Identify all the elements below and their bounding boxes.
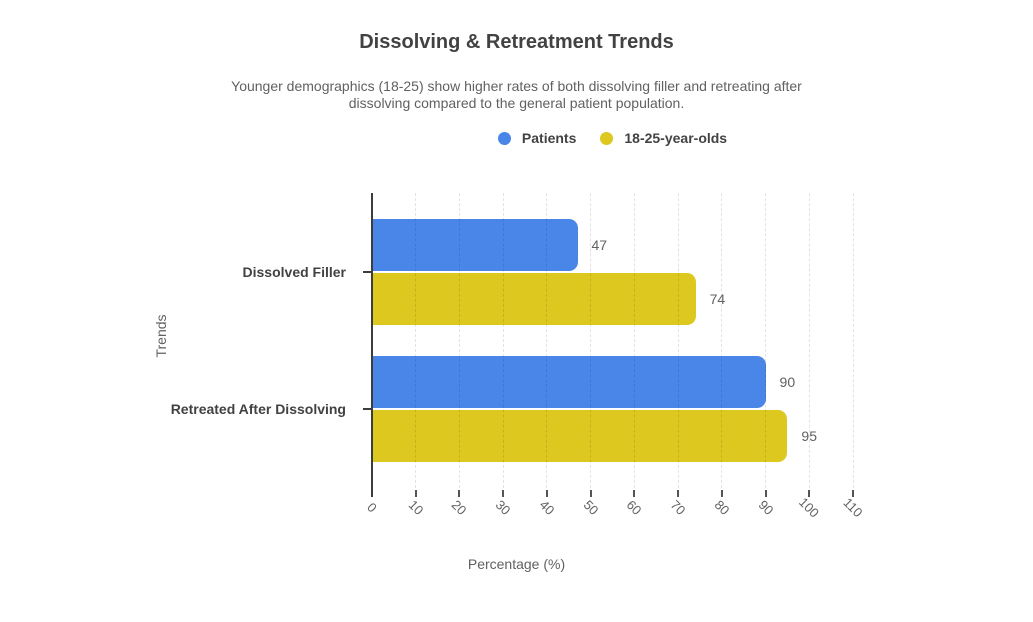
bar-18-25-year-olds-retreated-after-dissolving[interactable] bbox=[372, 409, 788, 462]
x-axis-tick-30 bbox=[502, 490, 505, 497]
chart-legend: Patients 18-25-year-olds bbox=[372, 130, 853, 146]
chart-subtitle-line-1: Younger demographics (18-25) show higher… bbox=[231, 78, 802, 94]
plot-area: 0 10 20 30 40 50 60 70 80 90 100 110 47 74 90 95 bbox=[363, 193, 866, 520]
x-axis-tick-110 bbox=[852, 490, 854, 497]
legend-item-patients[interactable]: Patients bbox=[497, 130, 577, 146]
y-axis-line bbox=[371, 193, 373, 497]
chart-subtitle-line-2: dissolving compared to the general patie… bbox=[348, 95, 685, 111]
x-tick-label-30: 30 bbox=[492, 497, 514, 518]
x-tick-label-60: 60 bbox=[623, 497, 645, 518]
value-label-patients-retreated-after-dissolving: 90 bbox=[779, 373, 796, 390]
x-axis-tick-70 bbox=[677, 490, 680, 497]
x-tick-label-110: 110 bbox=[840, 494, 866, 521]
y-axis-tick-retreated-after-dissolving bbox=[363, 407, 372, 410]
x-axis-tick-90 bbox=[764, 490, 767, 497]
gridline-x-60 bbox=[633, 193, 635, 488]
gridline-x-110 bbox=[852, 193, 854, 488]
x-axis-title: Percentage (%) bbox=[467, 556, 566, 572]
category-label-retreated-after-dissolving: Retreated After Dissolving bbox=[170, 400, 346, 417]
value-label-patients-dissolved-filler: 47 bbox=[591, 237, 608, 253]
x-tick-label-90: 90 bbox=[755, 497, 776, 518]
value-label-18-25-year-olds-dissolved-filler: 74 bbox=[709, 291, 726, 307]
gridline-x-50 bbox=[590, 193, 592, 488]
x-axis-tick-100 bbox=[808, 490, 811, 497]
x-tick-label-0: 0 bbox=[364, 499, 380, 516]
x-tick-label-80: 80 bbox=[711, 497, 733, 518]
value-label-18-25-year-olds-retreated-after-dissolving: 95 bbox=[801, 427, 817, 444]
bar-patients-retreated-after-dissolving[interactable] bbox=[372, 355, 766, 408]
gridline-x-40 bbox=[546, 193, 548, 488]
gridline-x-10 bbox=[415, 193, 417, 488]
category-label-dissolved-filler: Dissolved Filler bbox=[242, 264, 346, 280]
y-axis-title: Trends bbox=[153, 314, 169, 358]
gridline-x-30 bbox=[502, 193, 504, 488]
bar-patients-dissolved-filler[interactable] bbox=[372, 219, 578, 271]
x-tick-label-70: 70 bbox=[667, 497, 689, 518]
gridline-x-100 bbox=[808, 193, 810, 488]
chart-subtitle: Younger demographics (18-25) show higher… bbox=[0, 78, 1033, 112]
legend-label: 18-25-year-olds bbox=[624, 130, 728, 146]
gridline-x-20 bbox=[458, 193, 460, 488]
legend-item-18-25-year-olds[interactable]: 18-25-year-olds bbox=[600, 130, 727, 146]
y-axis-tick-dissolved-filler bbox=[363, 271, 372, 273]
legend-label: Patients bbox=[521, 130, 577, 146]
x-axis-tick-50 bbox=[589, 490, 592, 497]
x-axis-tick-40 bbox=[545, 490, 548, 497]
x-tick-label-10: 10 bbox=[405, 497, 427, 518]
x-axis-tick-80 bbox=[720, 490, 723, 497]
gridline-x-80 bbox=[721, 193, 723, 488]
x-tick-label-40: 40 bbox=[536, 497, 558, 518]
x-axis-tick-10 bbox=[414, 490, 417, 497]
bar-18-25-year-olds-dissolved-filler[interactable] bbox=[372, 273, 696, 325]
chart-title: Dissolving & Retreatment Trends bbox=[359, 31, 674, 53]
x-tick-label-20: 20 bbox=[449, 497, 470, 518]
x-axis-tick-60 bbox=[633, 490, 636, 497]
x-tick-label-100: 100 bbox=[796, 494, 823, 521]
legend-dot-icon bbox=[600, 131, 614, 145]
gridline-x-70 bbox=[677, 193, 679, 488]
x-tick-label-50: 50 bbox=[580, 497, 602, 518]
x-axis-tick-20 bbox=[458, 490, 461, 497]
gridline-x-90 bbox=[765, 193, 767, 488]
legend-dot-icon bbox=[497, 131, 511, 145]
